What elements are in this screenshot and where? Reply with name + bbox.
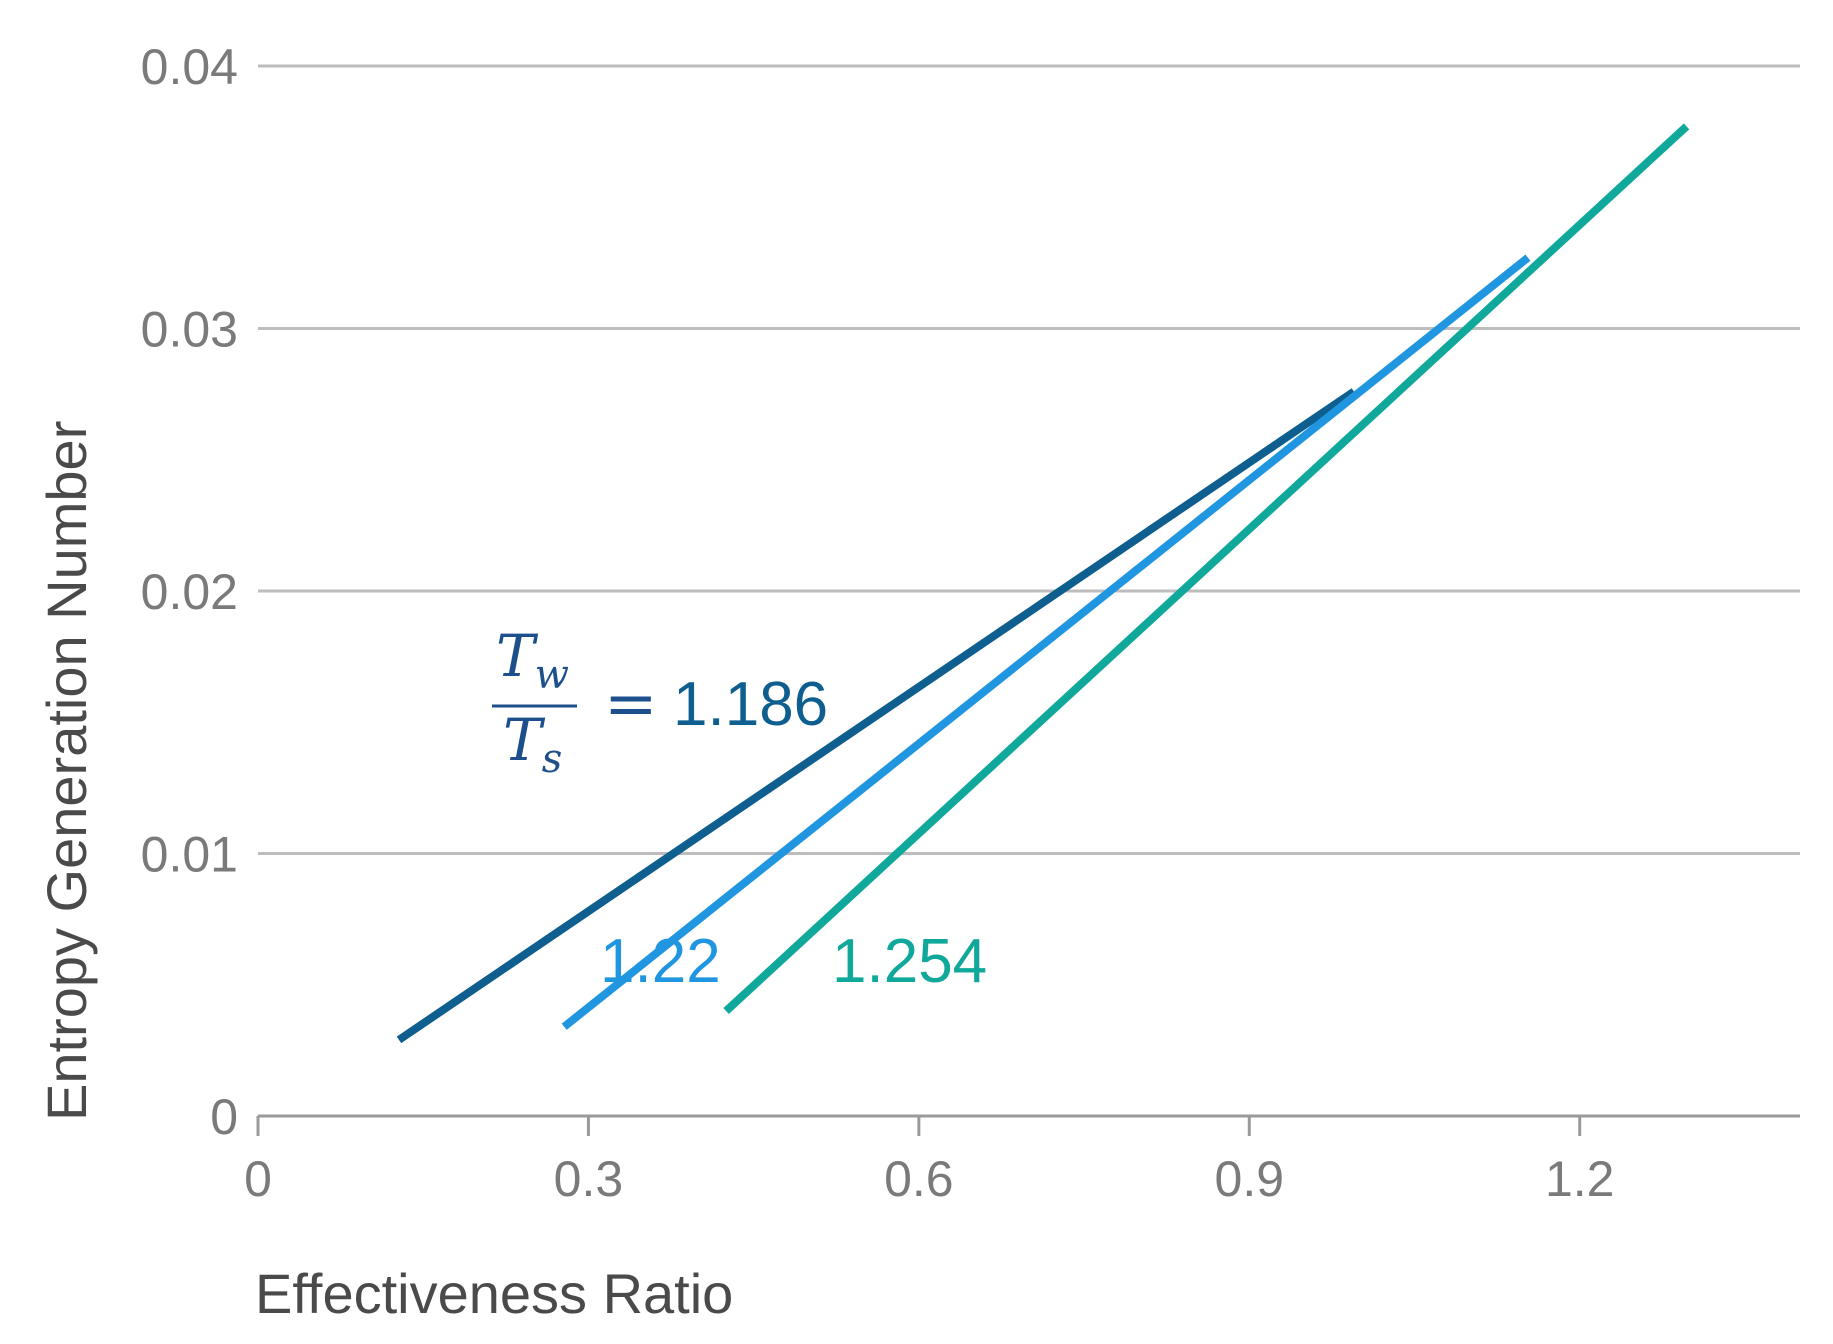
series-line-122 bbox=[561, 254, 1531, 1030]
y-axis-ticks: 0 0.01 0.02 0.03 0.04 bbox=[141, 39, 238, 1145]
y-tick-label: 0 bbox=[210, 1089, 238, 1145]
y-tick-label: 0.02 bbox=[141, 564, 238, 620]
ratio-annotation: Tw Ts = bbox=[492, 622, 658, 782]
ratio-denominator: Ts bbox=[503, 706, 562, 782]
series-lines bbox=[396, 123, 1690, 1044]
x-tick-label: 0.6 bbox=[884, 1151, 954, 1207]
series-line-1186 bbox=[396, 388, 1357, 1044]
x-tick-label: 1.2 bbox=[1545, 1151, 1615, 1207]
x-tick-label: 0.9 bbox=[1215, 1151, 1285, 1207]
ratio-equals: = bbox=[604, 667, 658, 741]
y-tick-label: 0.04 bbox=[141, 39, 238, 95]
series-line-1254 bbox=[723, 123, 1690, 1014]
grid-lines bbox=[258, 64, 1800, 855]
series-label-122: 1.22 bbox=[600, 927, 721, 996]
x-tick-label: 0 bbox=[244, 1151, 272, 1207]
series-label-1254: 1.254 bbox=[832, 927, 987, 996]
y-tick-label: 0.03 bbox=[141, 302, 238, 358]
x-tick-label: 0.3 bbox=[554, 1151, 624, 1207]
x-axis-ticks: 0 0.3 0.6 0.9 1.2 bbox=[244, 1116, 1614, 1207]
x-axis-title: Effectiveness Ratio bbox=[255, 1262, 733, 1325]
y-axis-title: Entropy Generation Number bbox=[35, 421, 98, 1121]
series-label-1186: 1.186 bbox=[673, 670, 828, 739]
y-tick-label: 0.01 bbox=[141, 827, 238, 883]
ratio-numerator: Tw bbox=[496, 622, 569, 698]
